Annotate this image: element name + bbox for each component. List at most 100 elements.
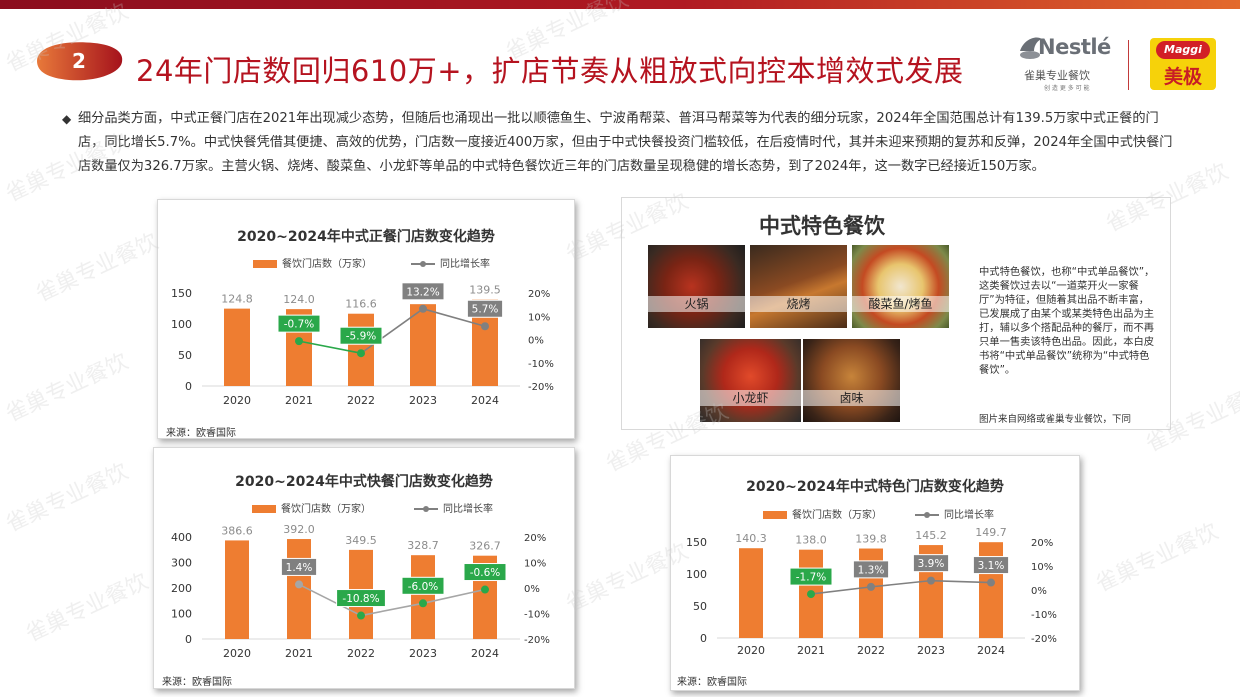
chart-panel-fastfood: 2020~2024年中式快餐门店数变化趋势 餐饮门店数（万家） 同比增长率 0 100 2… — [153, 447, 575, 689]
fish-photo: 酸菜鱼/烤鱼 — [852, 245, 949, 328]
x-tick-label: 2021 — [797, 644, 825, 657]
bar-value-label: 139.8 — [855, 533, 887, 546]
y2-tick-label: -20% — [528, 382, 554, 393]
growth-label: -6.0% — [408, 581, 438, 593]
legend-marker-line — [420, 261, 426, 267]
growth-line-segment — [422, 308, 486, 328]
y2-tick-label: -20% — [524, 635, 550, 646]
y-tick-label: 150 — [171, 287, 192, 300]
bar-value-label: 386.6 — [221, 524, 253, 537]
chart-panel-specialty: 2020~2024年中式特色门店数变化趋势 餐饮门店数（万家） 同比增长率 0 50 10… — [670, 455, 1080, 691]
x-tick-label: 2020 — [737, 644, 765, 657]
growth-line-segment — [298, 583, 362, 617]
growth-point — [987, 578, 995, 587]
bar-value-label: 139.5 — [469, 284, 501, 297]
page-title: 24年门店数回归610万+，扩店节奏从粗放式向控本增效式发展 — [136, 54, 964, 88]
y2-tick-label: 0% — [524, 584, 540, 595]
growth-label-box — [401, 282, 445, 301]
x-tick-label: 2024 — [977, 644, 1005, 657]
growth-label: -1.7% — [796, 572, 826, 584]
photo-caption: 卤味 — [803, 390, 900, 406]
maggi-wordmark: Maggi — [1156, 41, 1210, 59]
growth-line-segment — [870, 579, 932, 588]
legend-swatch-bars — [763, 511, 787, 519]
chart-source: 来源：欧睿国际 — [166, 428, 236, 439]
y2-tick-label: 20% — [524, 533, 546, 544]
hotpot-photo: 火锅 — [648, 245, 745, 328]
growth-point — [481, 585, 489, 594]
y-tick-label: 100 — [686, 568, 707, 581]
y2-tick-label: 0% — [528, 336, 544, 347]
y-tick-label: 300 — [171, 557, 192, 570]
y2-tick-label: -10% — [1031, 610, 1057, 621]
watermark: 雀巢专业餐饮 — [1, 459, 133, 538]
growth-point — [419, 599, 427, 608]
bbq-photo: 烧烤 — [750, 245, 847, 328]
photo-caption: 火锅 — [648, 296, 745, 312]
bar-value-label: 124.0 — [283, 293, 315, 306]
bar-value-label: 140.3 — [735, 532, 767, 545]
x-tick-label: 2021 — [285, 647, 313, 660]
section-badge: 2 — [37, 42, 123, 81]
nestle-subtitle: 雀巢专业餐饮 — [1024, 69, 1090, 82]
legend-label-bars: 餐饮门店数（万家） — [281, 502, 371, 515]
y2-tick-label: 20% — [1031, 538, 1053, 549]
growth-label: 13.2% — [406, 286, 439, 298]
x-tick-label: 2024 — [471, 647, 499, 660]
photo-caption: 小龙虾 — [700, 390, 801, 406]
growth-point — [419, 304, 427, 313]
growth-label-box — [463, 563, 507, 582]
y-tick-label: 50 — [178, 349, 192, 362]
growth-point — [481, 322, 489, 331]
x-tick-label: 2021 — [285, 394, 313, 407]
growth-label-box — [852, 560, 890, 579]
y-tick-label: 200 — [171, 582, 192, 595]
crayfish-photo: 小龙虾 — [700, 339, 801, 422]
y2-tick-label: -20% — [1031, 634, 1057, 645]
growth-label: 3.9% — [918, 558, 945, 570]
growth-line-segment — [422, 588, 486, 605]
bar-value-label: 124.8 — [221, 293, 253, 306]
y-tick-label: 400 — [171, 531, 192, 544]
growth-line-segment — [360, 308, 424, 354]
chart-title: 2020~2024年中式正餐门店数变化趋势 — [237, 228, 495, 245]
watermark: 雀巢专业餐饮 — [1091, 519, 1223, 598]
x-tick-label: 2022 — [347, 647, 375, 660]
x-tick-label: 2022 — [857, 644, 885, 657]
growth-point — [295, 337, 303, 346]
growth-point — [927, 576, 935, 585]
y-tick-label: 150 — [686, 536, 707, 549]
y-tick-label: 0 — [185, 380, 192, 393]
nest-bird-icon — [1020, 37, 1042, 59]
y2-tick-label: -10% — [524, 610, 550, 621]
top-accent-bar — [0, 0, 1240, 9]
growth-point — [295, 580, 303, 589]
bar-value-label: 349.5 — [345, 534, 377, 547]
legend-label-bars: 餐饮门店数（万家） — [792, 508, 882, 521]
growth-label-box — [789, 567, 833, 586]
y-tick-label: 0 — [185, 633, 192, 646]
legend-swatch-bars — [253, 260, 277, 268]
growth-point — [357, 349, 365, 358]
bar-value-label: 145.2 — [915, 529, 947, 542]
growth-label-box — [972, 556, 1010, 575]
chart-title: 2020~2024年中式特色门店数变化趋势 — [746, 478, 1004, 495]
x-tick-label: 2023 — [917, 644, 945, 657]
legend-label-line: 同比增长率 — [443, 502, 493, 515]
bar-value-label: 326.7 — [469, 540, 501, 553]
nestle-wordmark: Nestlé — [1038, 35, 1111, 59]
legend-label-bars: 餐饮门店数（万家） — [282, 257, 372, 270]
watermark: 雀巢专业餐饮 — [1, 349, 133, 428]
image-source-note: 图片来自网络或雀巢专业餐饮，下同 — [979, 414, 1132, 425]
bar — [411, 555, 435, 639]
chart-source: 来源：欧睿国际 — [677, 677, 747, 688]
growth-label: 1.3% — [858, 564, 885, 576]
growth-label: -5.9% — [346, 331, 376, 343]
chart-source: 来源：欧睿国际 — [162, 677, 232, 688]
legend-marker-line — [423, 506, 429, 512]
bar — [224, 308, 250, 386]
y2-tick-label: 10% — [1031, 562, 1053, 573]
growth-label-box — [401, 576, 445, 595]
specialty-title: 中式特色餐饮 — [759, 214, 885, 238]
